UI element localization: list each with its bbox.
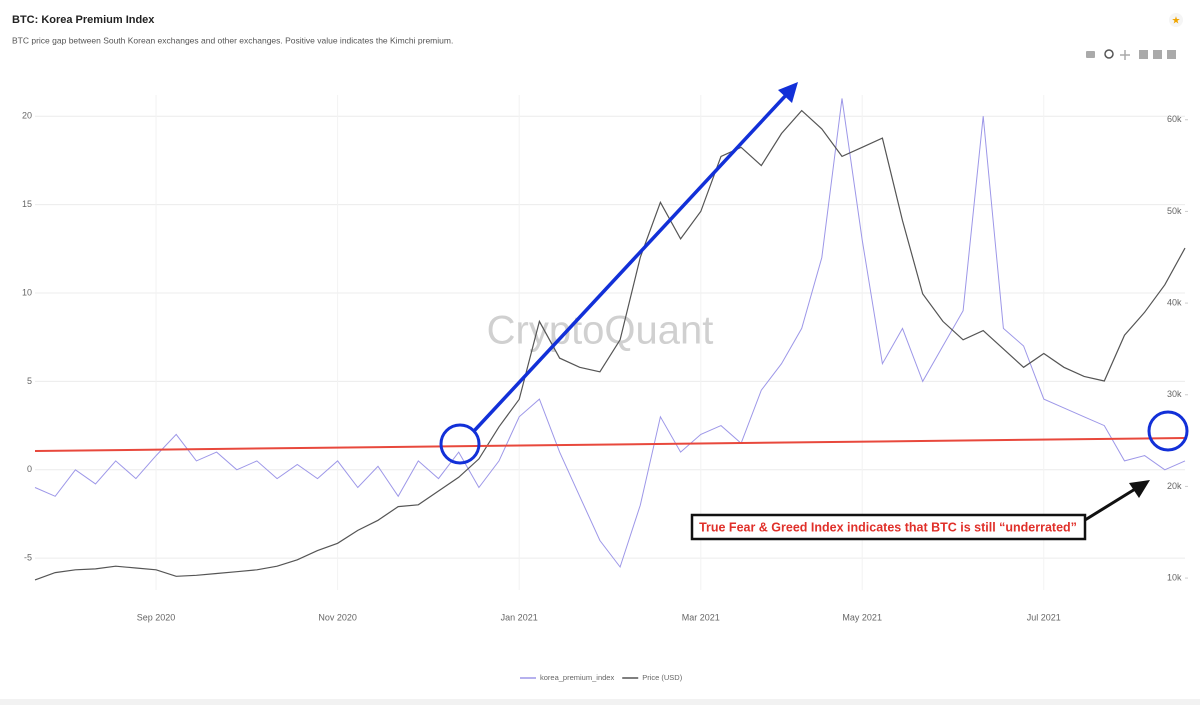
x-tick-label: Sep 2020 bbox=[137, 612, 176, 622]
arrow-line bbox=[472, 91, 790, 433]
star-icon: ★ bbox=[1172, 16, 1181, 27]
reset-icon[interactable] bbox=[1167, 50, 1176, 59]
legend: korea_premium_index Price (USD) bbox=[520, 673, 683, 682]
y2-tick-label: 60k bbox=[1167, 114, 1182, 124]
chart-subtitle: BTC price gap between South Korean excha… bbox=[12, 35, 453, 45]
favorite-button[interactable] bbox=[1169, 13, 1183, 27]
y-tick-label: -5 bbox=[24, 553, 32, 563]
grid: -5 0 5 10 15 20 10k 20k 30k 40k 50k 60k Sep 2020 Nov … bbox=[22, 95, 1188, 622]
y-tick-label: 20 bbox=[22, 111, 32, 121]
chart-title: BTC: Korea Premium Index bbox=[12, 14, 155, 26]
x-tick-label: Jan 2021 bbox=[501, 612, 538, 622]
trend-line bbox=[34, 437, 1186, 452]
zoom-icon[interactable] bbox=[1104, 49, 1114, 59]
y2-tick-label: 50k bbox=[1167, 206, 1182, 216]
y-tick-label: 0 bbox=[27, 464, 32, 474]
y2-tick-label: 30k bbox=[1167, 389, 1182, 399]
series-line bbox=[34, 98, 1186, 569]
x-tick-label: Jul 2021 bbox=[1027, 612, 1061, 622]
arrow-head bbox=[1129, 480, 1150, 498]
annotation-text: True Fear & Greed Index indicates that B… bbox=[699, 520, 1077, 534]
y-tick-label: 10 bbox=[22, 287, 32, 297]
series-line bbox=[34, 109, 1186, 581]
camera-icon[interactable] bbox=[1086, 51, 1095, 58]
pan-icon[interactable] bbox=[1120, 50, 1130, 60]
y2-tick-label: 10k bbox=[1167, 572, 1182, 582]
annotation-box bbox=[690, 513, 1087, 541]
arrow-head bbox=[778, 82, 798, 103]
annotations: True Fear & Greed Index indicates that B… bbox=[34, 82, 1189, 541]
page-edge bbox=[0, 699, 1200, 705]
highlight-circle bbox=[439, 423, 481, 465]
legend-label: Price (USD) bbox=[642, 673, 683, 682]
x-tick-label: May 2021 bbox=[842, 612, 882, 622]
watermark: CryptoQuant bbox=[487, 309, 714, 353]
legend-label: korea_premium_index bbox=[540, 673, 614, 682]
y-tick-label: 15 bbox=[22, 199, 32, 209]
zoom-out-icon[interactable] bbox=[1153, 50, 1162, 59]
x-tick-label: Nov 2020 bbox=[318, 612, 357, 622]
y2-tick-label: 20k bbox=[1167, 481, 1182, 491]
highlight-circle bbox=[1147, 410, 1189, 452]
x-tick-label: Mar 2021 bbox=[682, 612, 720, 622]
arrow-line bbox=[1084, 484, 1141, 522]
plot bbox=[34, 98, 1186, 581]
y-tick-label: 5 bbox=[27, 376, 32, 386]
toolbar bbox=[1086, 49, 1176, 60]
zoom-in-icon[interactable] bbox=[1139, 50, 1148, 59]
y2-tick-label: 40k bbox=[1167, 297, 1182, 307]
